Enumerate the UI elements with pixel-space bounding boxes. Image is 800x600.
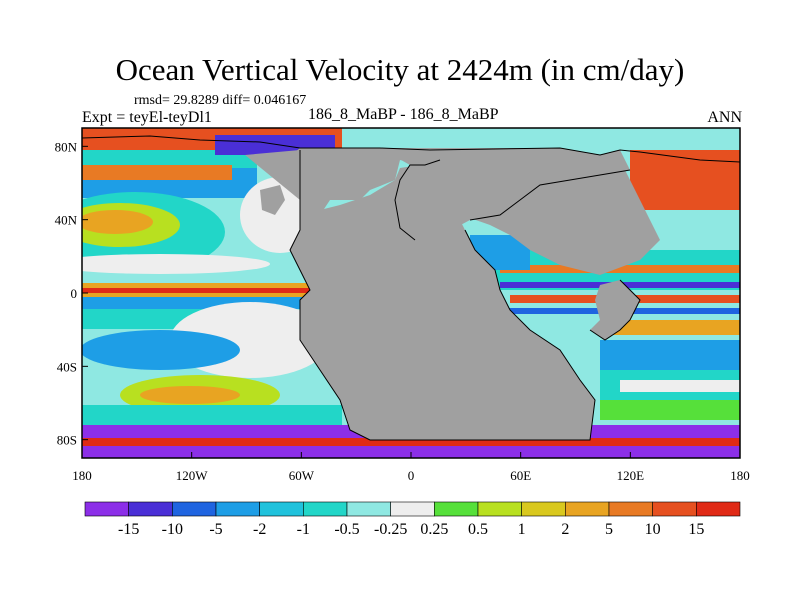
colorbar-label: -0.25: [374, 521, 407, 538]
colorbar-label: -10: [162, 521, 183, 538]
colorbar-swatch: [652, 501, 697, 517]
experiment-label: Expt = teyEl-teyDl1: [82, 109, 212, 126]
y-tick-label: 40N: [55, 213, 78, 228]
colorbar-swatch: [477, 501, 522, 517]
coastline-outline: [82, 135, 740, 441]
colorbar-label: 15: [688, 521, 704, 538]
y-axis-ticks: 80N 40N 0 40S 80S: [55, 139, 88, 448]
colorbar-swatch: [390, 501, 435, 517]
x-tick-label: 120E: [617, 468, 645, 483]
x-tick-label: 180: [72, 468, 92, 483]
colorbar-swatch: [434, 501, 479, 517]
colorbar-swatch: [128, 501, 173, 517]
colorbar-swatch: [346, 501, 391, 517]
comparison-label: 186_8_MaBP - 186_8_MaBP: [308, 106, 499, 123]
colorbar-swatch: [172, 501, 217, 517]
colorbar-swatch: [303, 501, 348, 517]
colorbar-label: -0.5: [334, 521, 359, 538]
colorbar-label: 5: [605, 521, 613, 538]
colorbar-label: -1: [297, 521, 310, 538]
stats-text: rmsd= 29.8289 diff= 0.046167: [134, 93, 307, 108]
colorbar-swatch: [259, 501, 304, 517]
colorbar-swatch: [608, 501, 653, 517]
colorbar-label: -2: [253, 521, 266, 538]
x-tick-label: 0: [408, 468, 415, 483]
x-tick-label: 60W: [289, 468, 315, 483]
colorbar-label: 0.25: [420, 521, 448, 538]
colorbar-swatch: [696, 501, 741, 517]
colorbar-label: -15: [118, 521, 139, 538]
season-label: ANN: [707, 109, 742, 126]
x-tick-label: 60E: [510, 468, 531, 483]
x-axis-ticks: 180 120W 60W 0 60E 120E 180: [72, 452, 750, 483]
colorbar: -15 -10 -5 -2 -1 -0.5 -0.25 0.25 0.5 1 2 5 10 15: [84, 501, 741, 538]
colorbar-swatch: [565, 501, 610, 517]
y-tick-label: 80N: [55, 139, 78, 154]
y-tick-label: 80S: [57, 433, 77, 448]
colorbar-label: -5: [209, 521, 222, 538]
colorbar-label: 10: [645, 521, 661, 538]
colorbar-swatch: [84, 501, 129, 517]
colorbar-label: 2: [561, 521, 569, 538]
y-tick-label: 0: [71, 286, 78, 301]
map-title: Ocean Vertical Velocity at 2424m (in cm/…: [115, 52, 685, 87]
colorbar-label: 0.5: [468, 521, 488, 538]
x-tick-label: 180: [730, 468, 750, 483]
y-tick-label: 40S: [57, 359, 77, 374]
x-tick-label: 120W: [176, 468, 209, 483]
colorbar-label: 1: [518, 521, 526, 538]
colorbar-swatch: [521, 501, 566, 517]
colorbar-swatch: [215, 501, 260, 517]
